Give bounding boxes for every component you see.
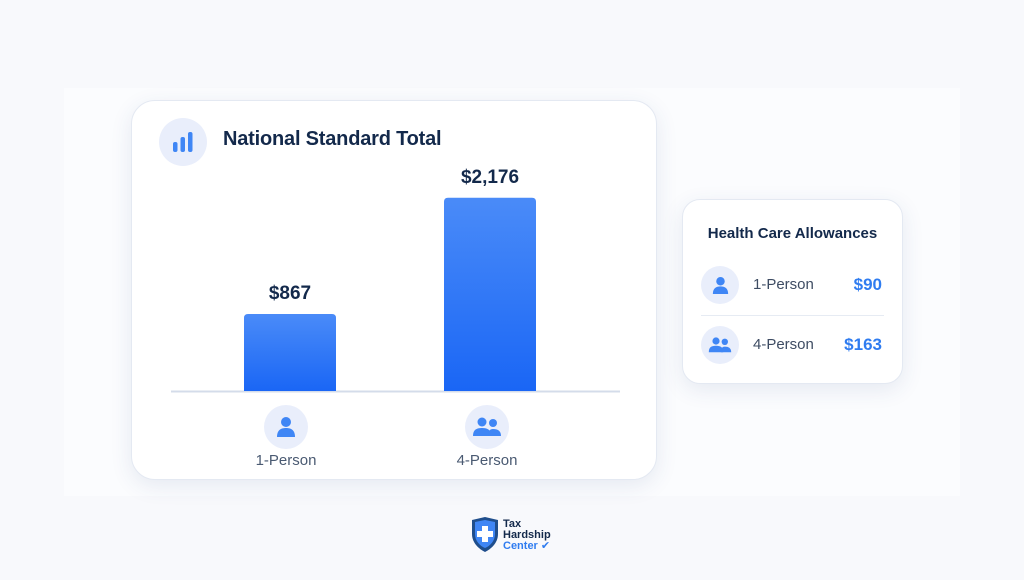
bar-1-person	[244, 314, 336, 391]
bar-4-person	[444, 197, 536, 391]
data-label-1-person: $867	[269, 283, 311, 304]
category-label-2: 4-Person	[456, 452, 518, 469]
allowance-row-4-person: 4-Person $163	[701, 325, 886, 365]
row-label: 4-Person	[753, 336, 814, 353]
tax-hardship-center-logo	[472, 517, 498, 552]
row-value: $90	[853, 275, 882, 294]
row-divider	[701, 315, 884, 316]
national-standard-card: National Standard Total $867 $2,176 1-Per…	[131, 100, 657, 480]
row-value: $163	[844, 335, 882, 354]
group-icon	[465, 405, 509, 449]
health-care-card: Health Care Allowances 1-Person $90 4-Pe…	[682, 199, 903, 384]
group-icon	[701, 326, 739, 364]
person-icon	[701, 266, 739, 304]
side-card-title: Health Care Allowances	[707, 225, 878, 242]
category-label-1: 1-Person	[255, 452, 317, 469]
row-label: 1-Person	[753, 276, 814, 293]
person-icon	[264, 405, 308, 449]
allowance-row-1-person: 1-Person $90	[701, 265, 886, 305]
logo-text: Tax Hardship Center ✔	[503, 518, 551, 552]
bar-chart-icon	[159, 118, 207, 166]
bar-chart: $867 $2,176	[171, 167, 620, 393]
data-label-4-person: $2,176	[461, 167, 519, 188]
card-title: National Standard Total	[223, 128, 442, 150]
